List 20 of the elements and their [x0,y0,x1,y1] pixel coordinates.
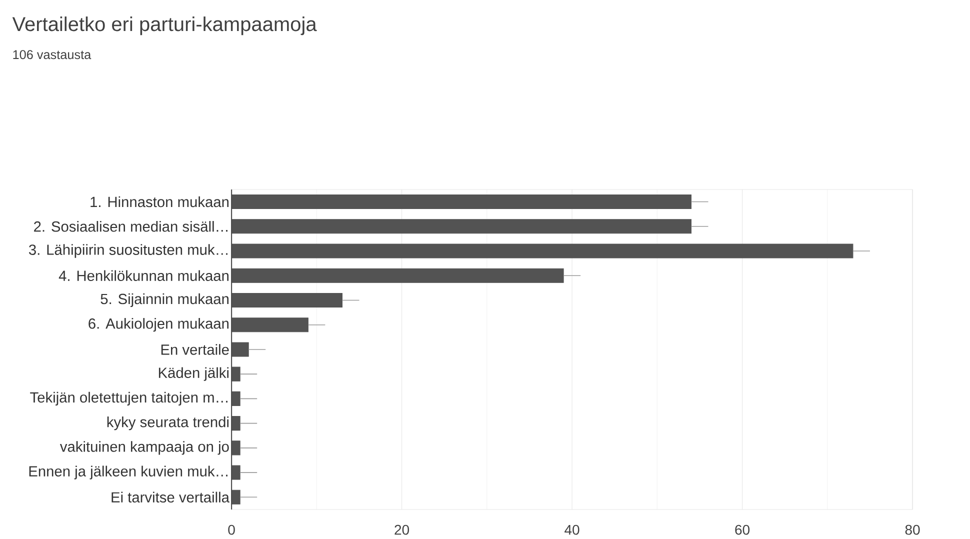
y-tick-label: Käden jälki [158,367,228,381]
y-tick-label: En vertaile [161,344,229,355]
y-tick-label: Ennen ja jälkeen kuvien muk… [29,466,228,480]
y-tick-label: 5. Sijainnin mukaan [100,293,229,307]
chart-title: Vertailetko eri parturi-kampaamoja [12,16,317,36]
x-tick-label: 60 [735,524,750,535]
y-tick-label: 4. Henkilökunnan mukaan [58,270,228,281]
text: 106 vastausta [13,50,92,60]
y-tick-label: Ei tarvitse vertailla [112,492,230,502]
x-tick-label: 20 [394,524,410,535]
x-tick-label: 40 [564,524,580,535]
x-tick-label: 0 [228,524,235,535]
y-tick-label: 3. Lähipiirin suositusten muk… [28,244,228,258]
x-tick-label: 80 [905,524,920,535]
y-tick-label: 2. Sosiaalisen median sisäll… [34,220,228,232]
y-tick-label: vakituinen kampaaja on jo [60,441,229,455]
y-tick-label: kyky seurata trendi [107,416,228,430]
y-tick-label: Tekijän oletettujen taitojen m… [30,392,228,406]
y-tick-label: 1. Hinnaston mukaan [90,196,229,208]
y-tick-label: 6. Aukiolojen mukaan [88,318,229,332]
